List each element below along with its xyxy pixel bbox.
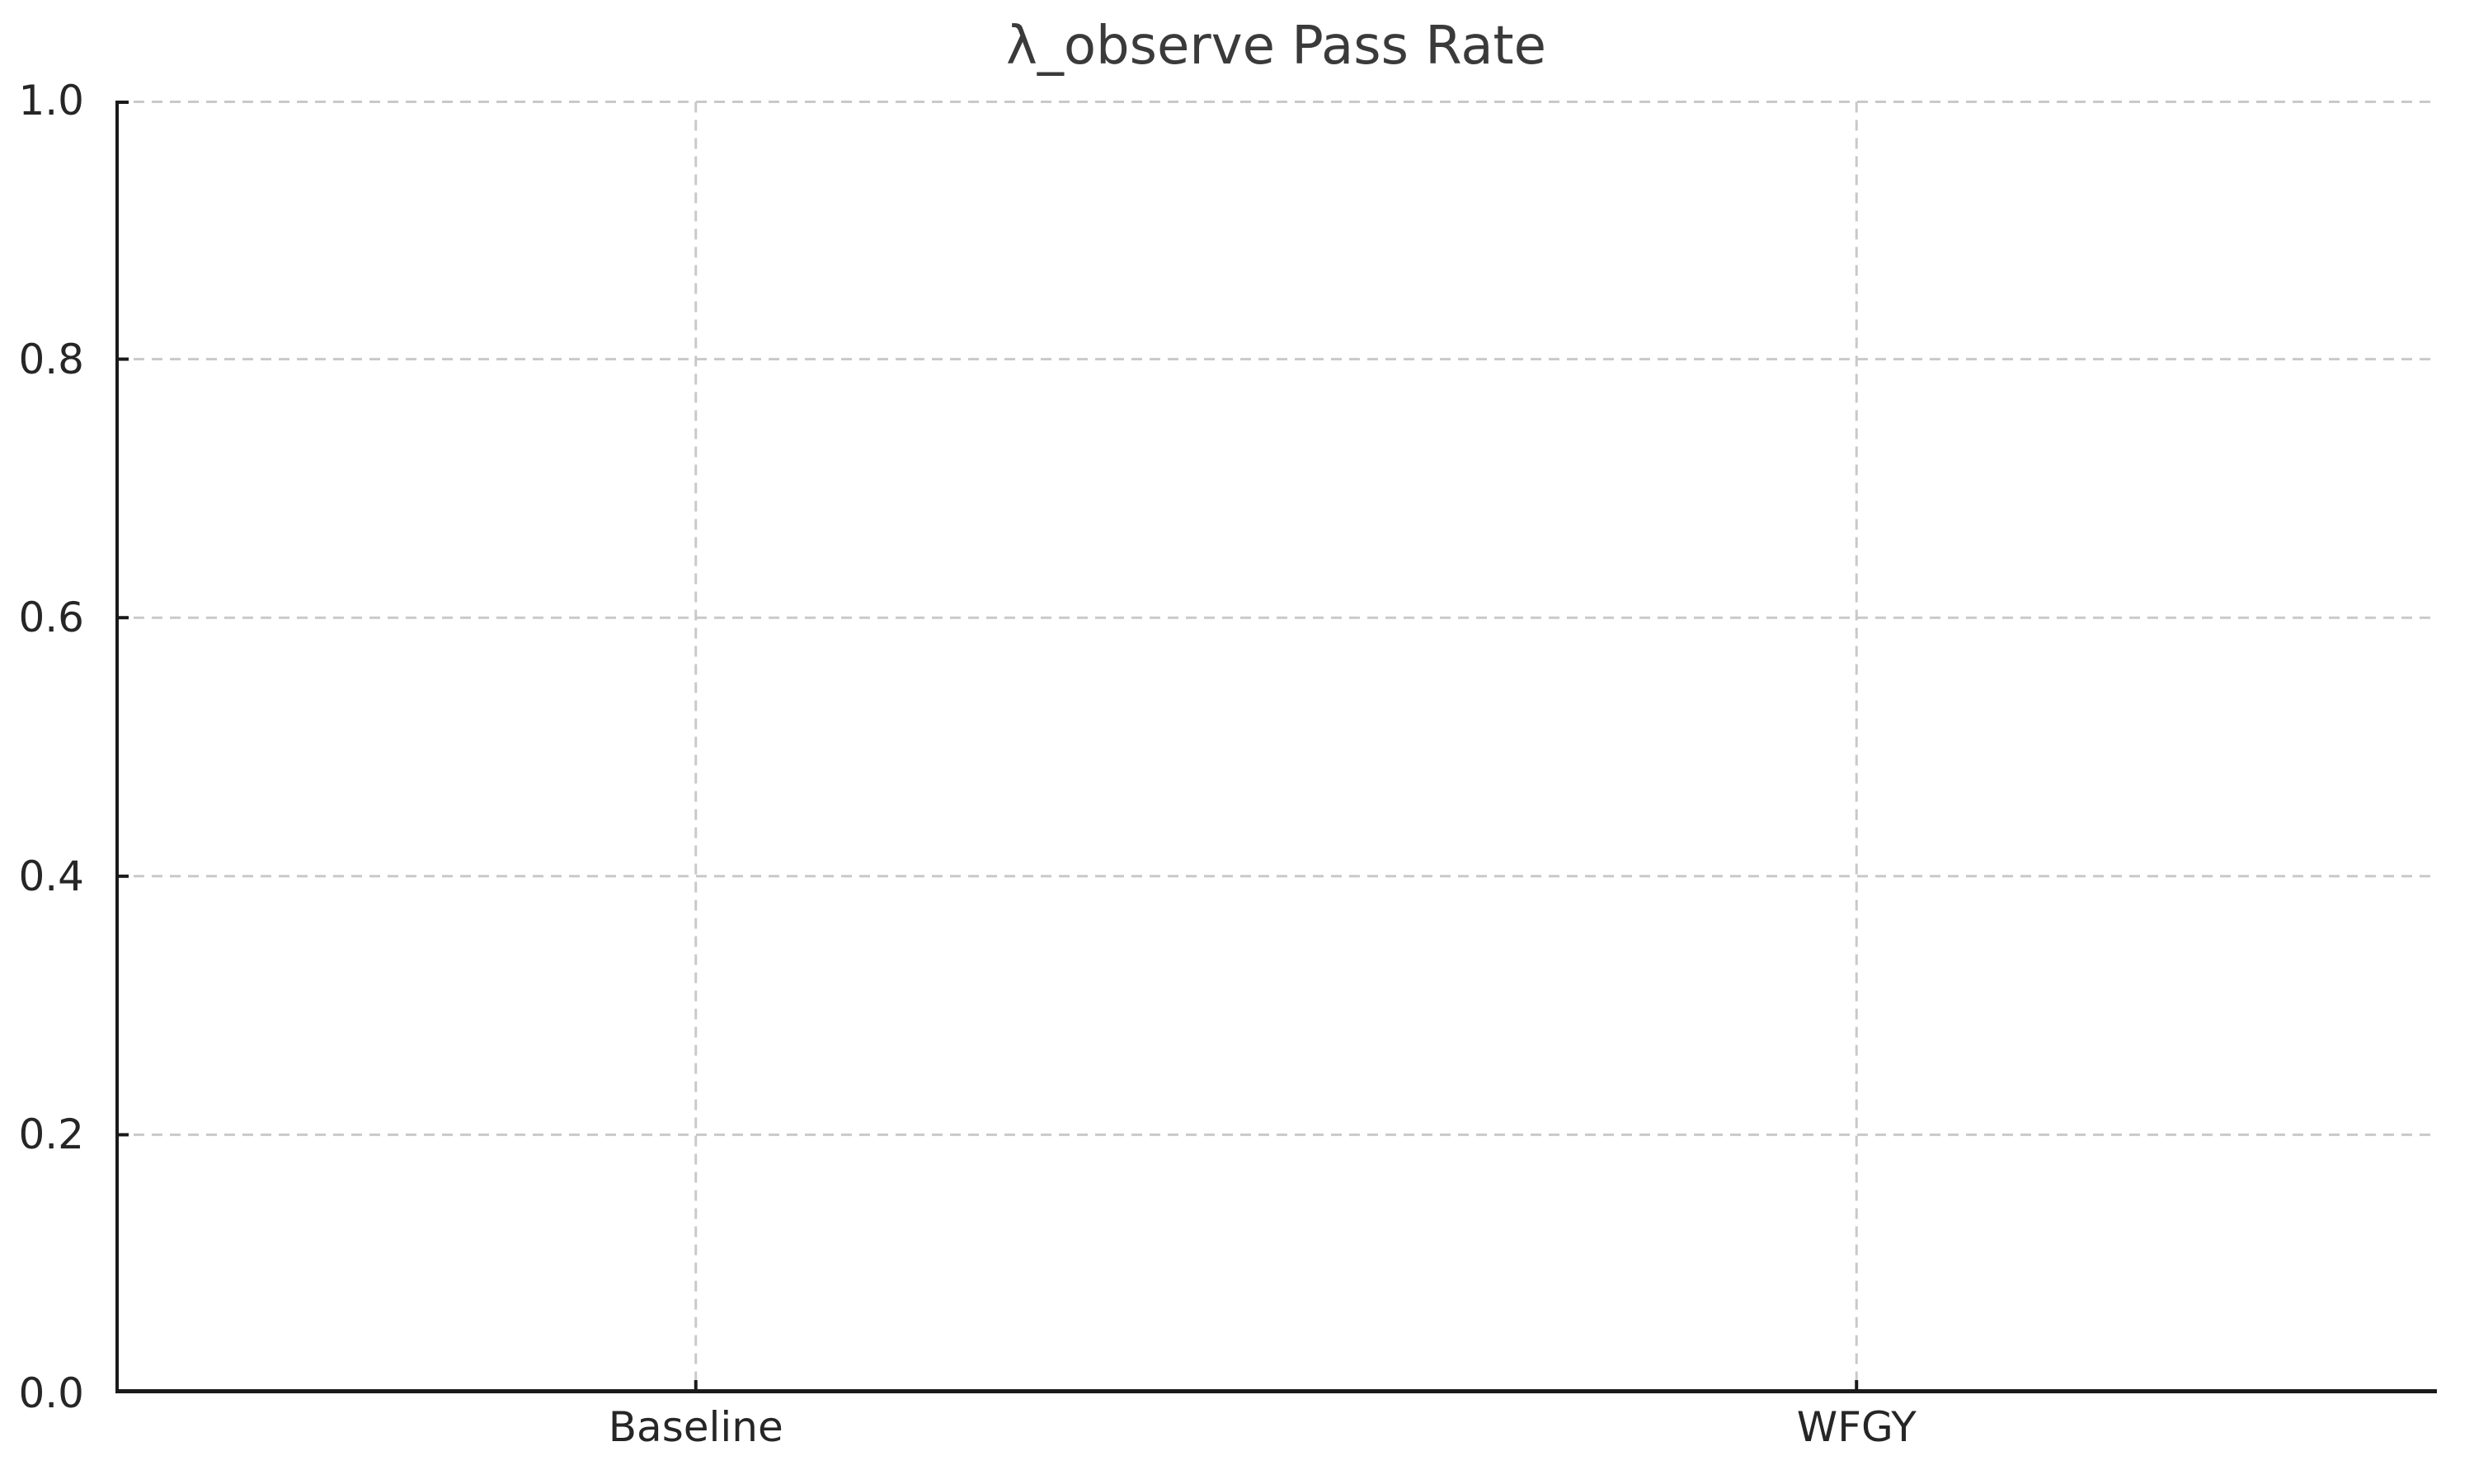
x-tick-label: Baseline	[608, 1403, 783, 1451]
x-tick-label: WFGY	[1796, 1403, 1917, 1451]
chart-title: λ_observe Pass Rate	[1006, 16, 1546, 77]
x-axis-labels: Baseline WFGY	[115, 1402, 2437, 1459]
y-tick-label: 0.6	[18, 594, 84, 642]
chart-canvas	[115, 101, 2437, 1393]
plot-area	[115, 101, 2437, 1393]
y-tick-label: 0.0	[18, 1369, 84, 1417]
y-tick-label: 0.8	[18, 335, 84, 383]
y-axis-labels: 0.0 0.2 0.4 0.6 0.8 1.0	[0, 77, 99, 1417]
y-tick-label: 0.4	[18, 852, 84, 900]
y-tick-label: 1.0	[18, 77, 84, 124]
y-tick-label: 0.2	[18, 1111, 84, 1159]
